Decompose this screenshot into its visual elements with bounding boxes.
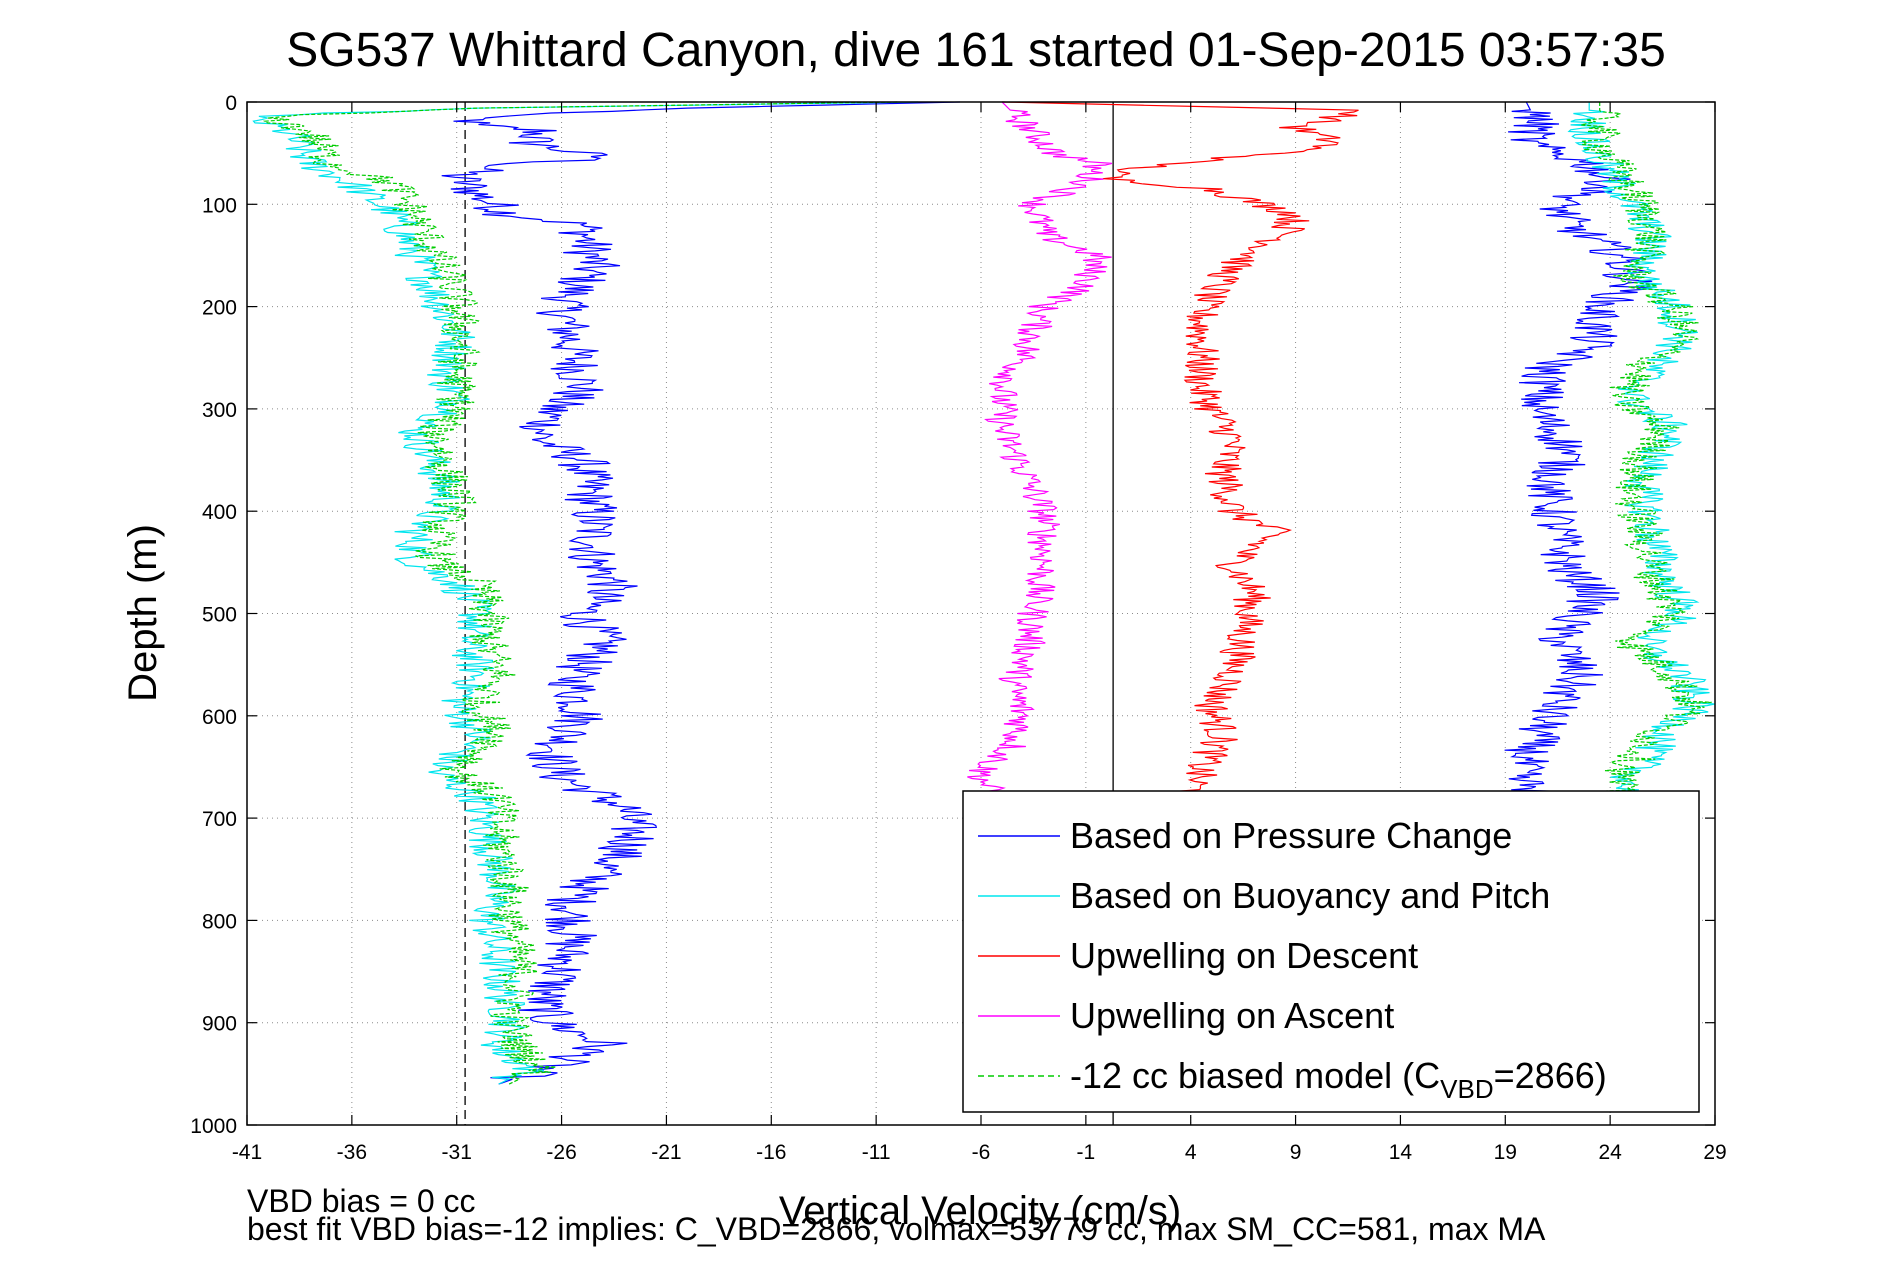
x-tick-label: 29 bbox=[1703, 1141, 1726, 1164]
grid-lines bbox=[247, 102, 1715, 1125]
chart-title: SG537 Whittard Canyon, dive 161 started … bbox=[286, 24, 1666, 77]
y-tick-label: 700 bbox=[202, 808, 237, 831]
series-line-12-cc-biased-model-cvbd-2866-ascent bbox=[1580, 102, 1712, 799]
x-tick-label: -41 bbox=[232, 1141, 262, 1164]
x-tick-label: 4 bbox=[1185, 1141, 1197, 1164]
footer-best-fit-line: best fit VBD bias=-12 implies: C_VBD=286… bbox=[247, 1211, 1546, 1247]
y-axis-ticks: 0 100 200 300 400 500 600 700 800 900 1000 bbox=[190, 92, 1715, 1138]
footer-bias-line: VBD bias = 0 cc bbox=[247, 1183, 476, 1219]
x-tick-label: -26 bbox=[546, 1141, 576, 1164]
x-tick-label: -31 bbox=[442, 1141, 472, 1164]
x-axis-ticks: -41 -36 -31 -26 -21 -16 -11 -6 -1 4 9 14 19 24 29 bbox=[232, 102, 1727, 1164]
y-tick-label: 500 bbox=[202, 604, 237, 627]
x-tick-label: 14 bbox=[1389, 1141, 1413, 1164]
x-tick-label: -6 bbox=[972, 1141, 991, 1164]
x-axis-label: Vertical Velocity (cm/s) bbox=[779, 1189, 1181, 1233]
x-tick-label: -1 bbox=[1077, 1141, 1096, 1164]
series-line-based-on-buoyancy-and-pitch-ascent bbox=[1567, 102, 1715, 799]
series-line-upwelling-on-ascent-ascent bbox=[967, 101, 1113, 799]
series-line-based-on-pressure-change-descent bbox=[441, 101, 961, 1085]
legend-label: Based on Pressure Change bbox=[1070, 815, 1512, 856]
legend-label: -12 cc biased model (CVBD=2866) bbox=[1070, 1055, 1607, 1104]
x-tick-label: -16 bbox=[756, 1141, 786, 1164]
y-tick-label: 400 bbox=[202, 501, 237, 524]
series-line-based-on-pressure-change-ascent bbox=[1504, 101, 1653, 799]
y-tick-label: 900 bbox=[202, 1013, 237, 1036]
legend-box bbox=[962, 790, 1700, 1113]
y-tick-label: 1000 bbox=[190, 1115, 237, 1138]
legend-label: Upwelling on Ascent bbox=[1070, 995, 1394, 1036]
y-axis-label: Depth (m) bbox=[121, 524, 165, 702]
x-tick-label: -11 bbox=[862, 1141, 891, 1164]
series-line-based-on-buoyancy-and-pitch-descent bbox=[252, 101, 919, 1085]
y-tick-label: 600 bbox=[202, 706, 237, 729]
y-tick-label: 300 bbox=[202, 399, 237, 422]
x-tick-label: 24 bbox=[1598, 1141, 1622, 1164]
legend-label: Based on Buoyancy and Pitch bbox=[1070, 875, 1550, 916]
x-tick-label: 19 bbox=[1494, 1141, 1517, 1164]
y-tick-label: 200 bbox=[202, 297, 237, 320]
x-tick-label: -21 bbox=[651, 1141, 681, 1164]
legend: Based on Pressure Change Based on Buoyanc… bbox=[962, 790, 1700, 1113]
legend-label: Upwelling on Descent bbox=[1070, 935, 1418, 976]
x-tick-label: 9 bbox=[1290, 1141, 1302, 1164]
series-group bbox=[252, 101, 1715, 1085]
series-line-upwelling-on-descent-descent bbox=[1001, 101, 1359, 799]
x-tick-label: -36 bbox=[337, 1141, 367, 1164]
series-line-12-cc-biased-model-cvbd-2866-descent bbox=[262, 101, 898, 1085]
y-tick-label: 100 bbox=[202, 194, 237, 217]
y-tick-label: 0 bbox=[225, 92, 237, 115]
y-tick-label: 800 bbox=[202, 910, 237, 933]
